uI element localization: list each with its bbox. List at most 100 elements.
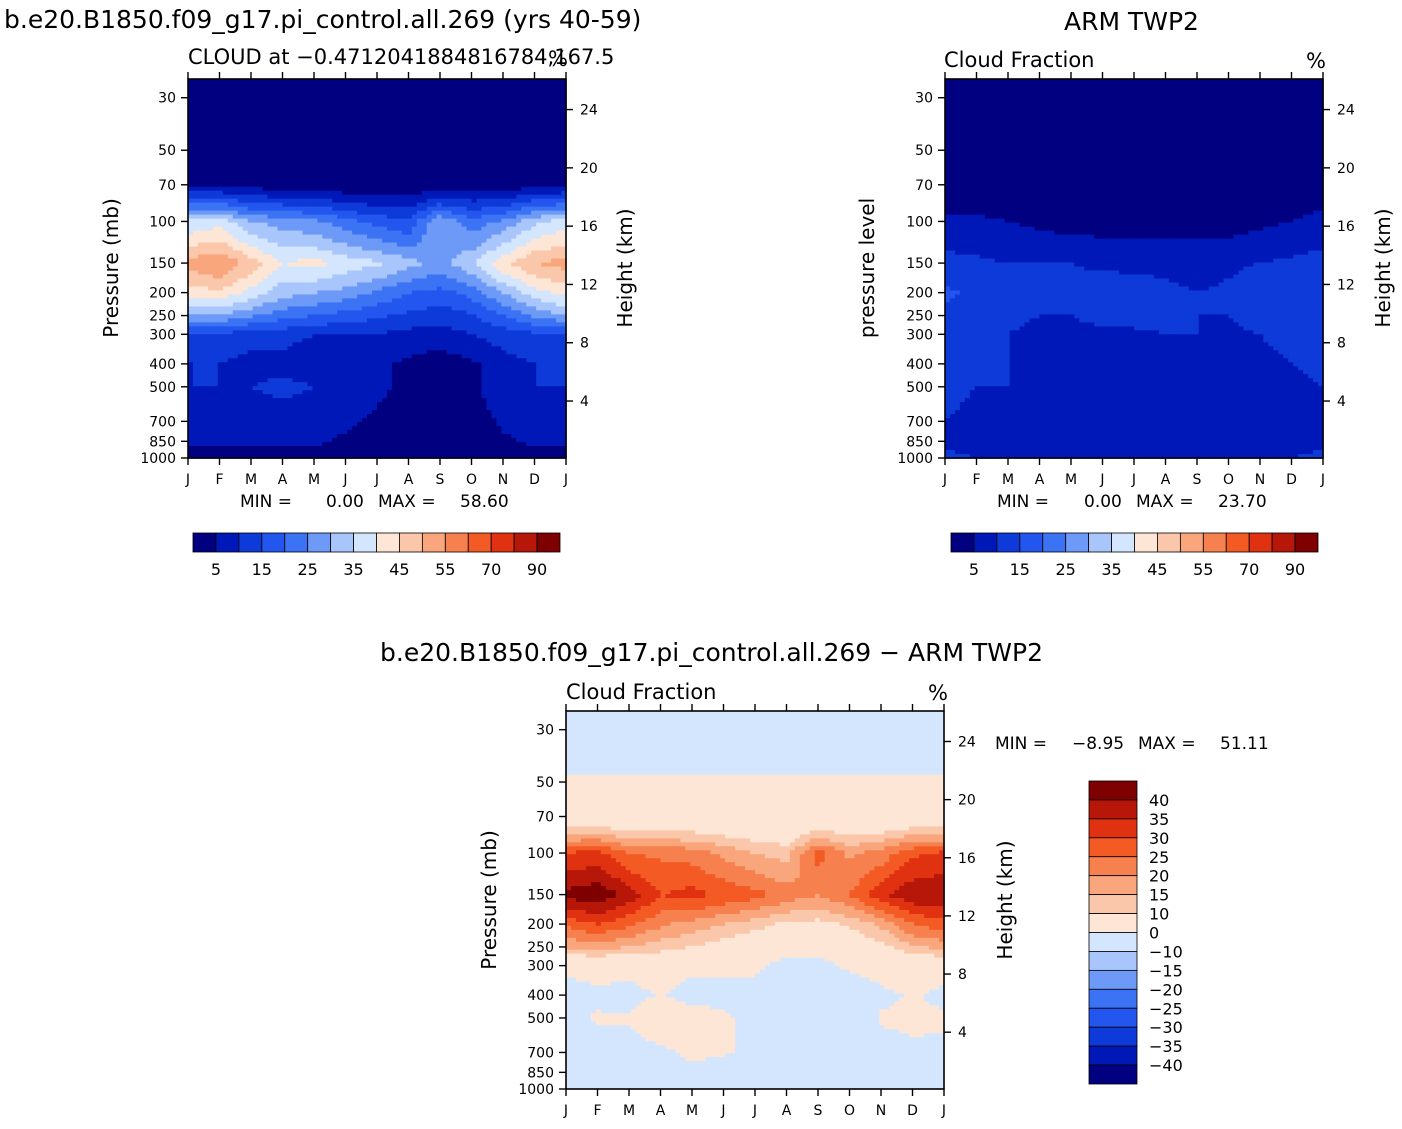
heatmap-cell: [342, 318, 348, 324]
heatmap-cell: [312, 234, 319, 240]
heatmap-cell: [476, 206, 483, 212]
heatmap-cell: [252, 94, 259, 100]
heatmap-cell: [212, 98, 219, 104]
heatmap-cell: [207, 182, 214, 188]
heatmap-cell: [192, 286, 199, 292]
heatmap-cell: [511, 238, 517, 244]
heatmap-cell: [526, 174, 532, 180]
heatmap-cell: [352, 202, 358, 208]
heatmap-cell: [212, 110, 219, 116]
heatmap-cell: [511, 86, 517, 92]
heatmap-cell: [192, 222, 199, 228]
heatmap-cell: [332, 118, 338, 124]
heatmap-cell: [401, 322, 408, 328]
heatmap-cell: [297, 122, 304, 128]
heatmap-cell: [561, 178, 567, 184]
heatmap-cell: [197, 130, 204, 136]
heatmap-cell: [327, 146, 333, 152]
heatmap-cell: [282, 270, 289, 276]
heatmap-cell: [481, 202, 488, 208]
heatmap-cell: [202, 150, 209, 156]
heatmap-cell: [511, 170, 517, 176]
heatmap-cell: [451, 194, 458, 200]
heatmap-cell: [416, 338, 423, 344]
heatmap-cell: [451, 182, 458, 188]
heatmap-cell: [222, 118, 229, 124]
heatmap-cell: [327, 86, 333, 92]
heatmap-cell: [471, 170, 478, 176]
heatmap-cell: [381, 298, 388, 304]
heatmap-cell: [396, 158, 403, 164]
heatmap-cell: [207, 270, 214, 276]
heatmap-cell: [247, 226, 254, 232]
heatmap-cell: [227, 190, 234, 196]
heatmap-cell: [561, 242, 567, 248]
heatmap-cell: [197, 142, 204, 148]
heatmap-cell: [496, 194, 503, 200]
heatmap-cell: [516, 138, 522, 144]
heatmap-cell: [391, 174, 398, 180]
heatmap-cell: [188, 278, 194, 284]
heatmap-cell: [232, 294, 239, 300]
heatmap-cell: [322, 266, 328, 272]
heatmap-cell: [262, 79, 269, 84]
heatmap-cell: [456, 238, 463, 244]
heatmap-cell: [197, 134, 204, 140]
heatmap-cell: [396, 278, 403, 284]
heatmap-cell: [551, 170, 557, 176]
heatmap-cell: [476, 122, 483, 128]
heatmap-cell: [267, 162, 274, 168]
heatmap-cell: [536, 122, 542, 128]
heatmap-cell: [242, 110, 249, 116]
heatmap-cell: [317, 166, 323, 172]
heatmap-cell: [297, 202, 304, 208]
heatmap-cell: [302, 106, 309, 112]
heatmap-cell: [386, 90, 393, 96]
heatmap-cell: [207, 246, 214, 252]
heatmap-cell: [396, 202, 403, 208]
heatmap-cell: [327, 302, 333, 308]
heatmap-cell: [401, 314, 408, 320]
heatmap-cell: [272, 238, 279, 244]
heatmap-cell: [561, 302, 567, 308]
heatmap-cell: [272, 290, 279, 296]
heatmap-cell: [222, 186, 229, 192]
heatmap-cell: [521, 130, 527, 136]
heatmap-cell: [302, 138, 309, 144]
heatmap-cell: [406, 262, 413, 268]
heatmap-cell: [272, 318, 279, 324]
heatmap-cell: [441, 130, 448, 136]
heatmap-cell: [401, 254, 408, 260]
heatmap-cell: [446, 266, 453, 272]
heatmap-cell: [426, 258, 433, 264]
heatmap-cell: [541, 262, 547, 268]
heatmap-cell: [471, 134, 478, 140]
heatmap-cell: [386, 226, 393, 232]
heatmap-cell: [491, 186, 498, 192]
heatmap-cell: [237, 222, 244, 228]
heatmap-cell: [391, 194, 398, 200]
heatmap-cell: [381, 170, 388, 176]
heatmap-cell: [471, 314, 478, 320]
heatmap-cell: [237, 118, 244, 124]
heatmap-cell: [357, 118, 363, 124]
heatmap-cell: [342, 174, 348, 180]
heatmap-cell: [476, 318, 483, 324]
heatmap-cell: [546, 194, 552, 200]
heatmap-cell: [421, 98, 428, 104]
heatmap-cell: [232, 238, 239, 244]
heatmap-cell: [451, 158, 458, 164]
heatmap-cell: [511, 270, 517, 276]
heatmap-cell: [516, 254, 522, 260]
heatmap-cell: [461, 206, 468, 212]
heatmap-cell: [536, 146, 542, 152]
heatmap-cell: [486, 122, 493, 128]
heatmap-cell: [257, 262, 264, 268]
heatmap-cell: [561, 122, 567, 128]
heatmap-cell: [431, 274, 438, 280]
heatmap-cell: [247, 286, 254, 292]
heatmap-cell: [431, 338, 438, 344]
heatmap-cell: [242, 122, 249, 128]
heatmap-cell: [347, 298, 353, 304]
heatmap-cell: [197, 314, 204, 320]
